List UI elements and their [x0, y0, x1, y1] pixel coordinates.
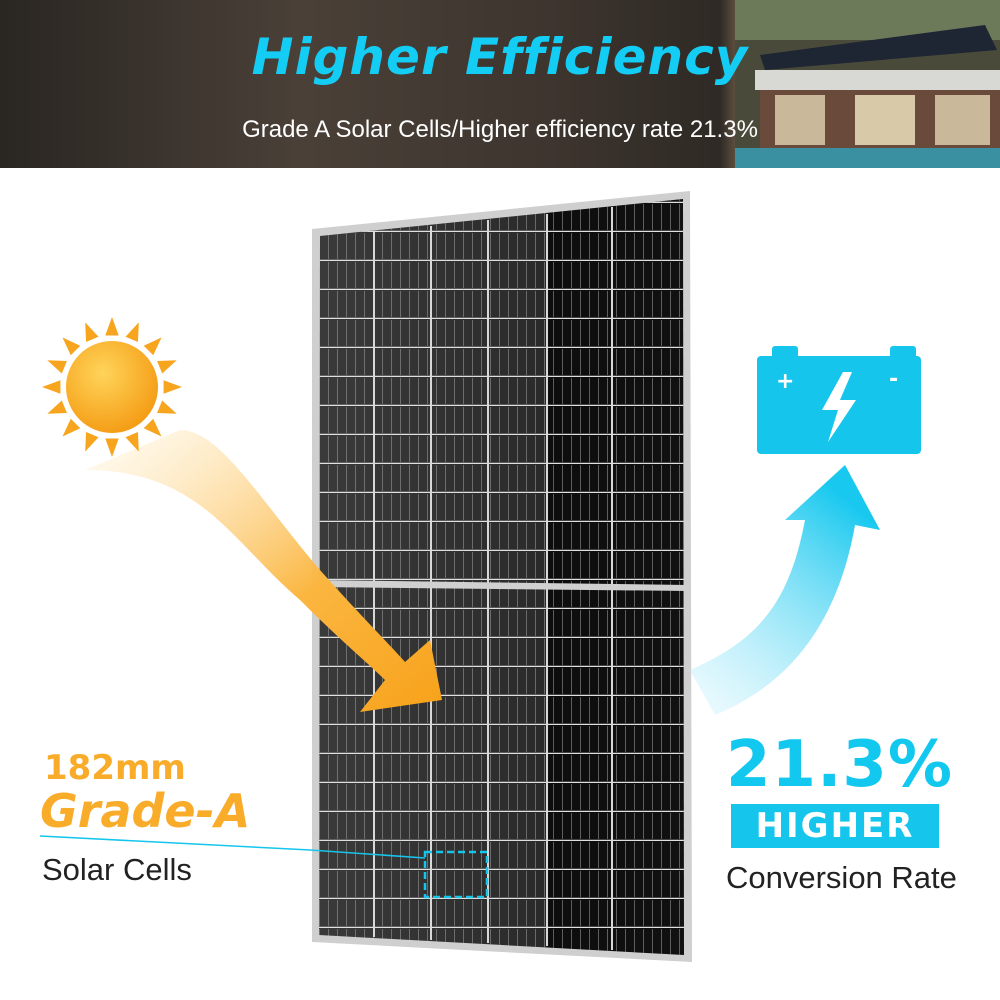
sun-ray [47, 360, 67, 374]
sun-ray [62, 418, 81, 437]
sunlight-arrow [85, 430, 442, 712]
sun-ray [105, 317, 119, 336]
battery-minus: - [889, 367, 898, 392]
sun-ray [143, 418, 162, 437]
sun-ray [125, 432, 139, 452]
sun-ray [85, 322, 99, 342]
header-banner: Higher Efficiency Grade A Solar Cells/Hi… [0, 0, 1000, 168]
sun-icon [42, 317, 182, 457]
cell-highlight-box [423, 850, 489, 899]
sun-ray [105, 438, 119, 457]
cell-grade: Grade-A [40, 784, 251, 838]
conversion-rate: 21.3% [726, 728, 954, 802]
page-title: Higher Efficiency [251, 28, 749, 86]
page-subtitle: Grade A Solar Cells/Higher efficiency ra… [242, 116, 758, 143]
cell-size: 182mm [44, 748, 186, 788]
sun-ray [85, 432, 99, 452]
callout-line [39, 835, 426, 859]
sun-ray [143, 337, 162, 356]
energy-arrow [690, 465, 880, 715]
sun-ray [47, 400, 67, 414]
sun-ray [125, 322, 139, 342]
sun-ray [157, 400, 177, 414]
higher-badge: HIGHER [731, 804, 939, 848]
sun-ray [42, 380, 61, 394]
sun-ray [62, 337, 81, 356]
sun-ray [163, 380, 182, 394]
battery-plus: + [776, 369, 794, 394]
cell-label: Solar Cells [42, 852, 192, 887]
sun-ray [157, 360, 177, 374]
battery-icon: + - [757, 346, 921, 454]
solar-panel [312, 191, 692, 962]
house-photo [735, 0, 1000, 168]
lightning-icon [822, 372, 856, 442]
conversion-label: Conversion Rate [726, 860, 957, 895]
